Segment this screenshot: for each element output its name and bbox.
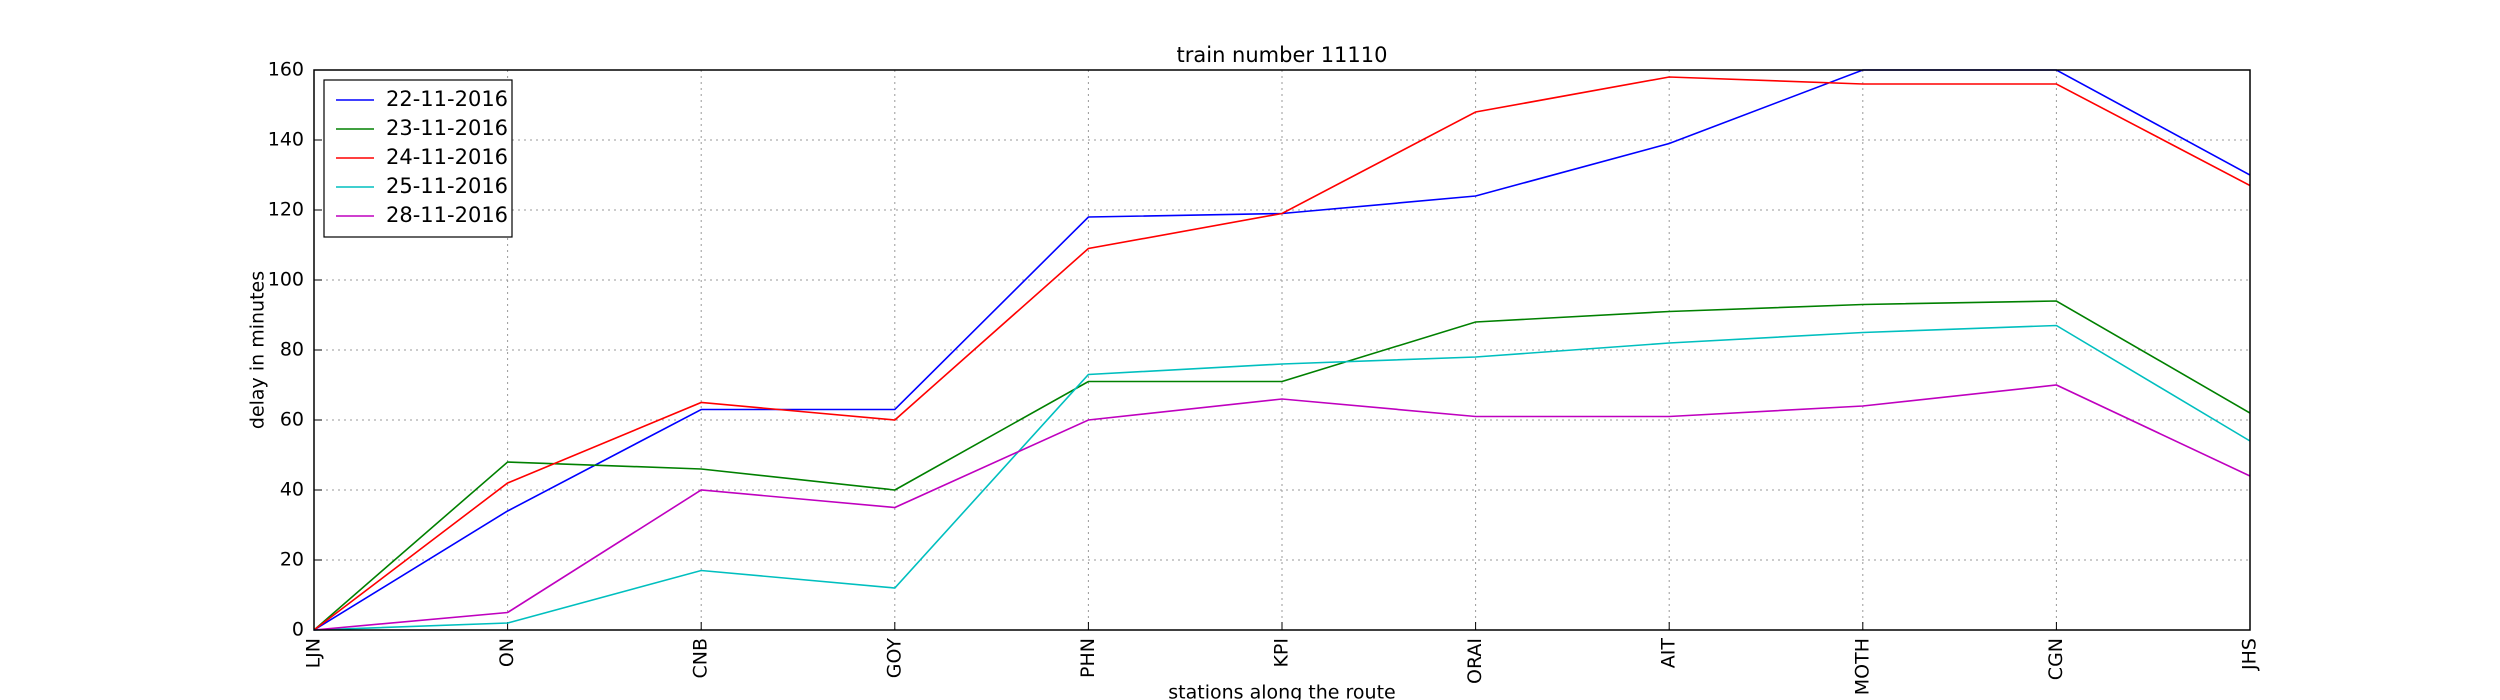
x-tick-label: AIT (1658, 638, 1680, 669)
y-tick-label: 40 (280, 479, 304, 501)
y-tick-label: 100 (268, 269, 304, 291)
x-tick-label: GOY (883, 638, 905, 679)
y-tick-label: 160 (268, 59, 304, 81)
line-series (314, 300, 2250, 631)
line-series (314, 324, 2250, 631)
line-series (314, 76, 2250, 631)
legend-label: 25-11-2016 (386, 174, 508, 198)
x-axis-label: stations along the route (1168, 682, 1395, 700)
x-tick-label: KPI (1271, 638, 1293, 668)
x-tick-label: PHN (1077, 638, 1099, 678)
x-tick-label: LJN (303, 638, 325, 668)
x-tick-label: MOTH (1851, 638, 1873, 695)
y-tick-label: 60 (280, 409, 304, 431)
x-tick-label: JHS (2239, 638, 2261, 671)
legend-label: 24-11-2016 (386, 145, 508, 169)
legend-label: 22-11-2016 (386, 87, 508, 111)
x-tick-label: ORAI (1464, 638, 1486, 684)
y-axis-label: delay in minutes (247, 271, 269, 429)
legend-label: 28-11-2016 (386, 203, 508, 227)
line-series (314, 384, 2250, 631)
chart-title: train number 11110 (1177, 43, 1388, 67)
y-tick-label: 20 (280, 549, 304, 571)
plot-frame (313, 69, 2251, 631)
y-tick-label: 140 (268, 129, 304, 151)
y-tick-label: 80 (280, 339, 304, 361)
x-tick-label: CNB (690, 638, 712, 679)
legend-label: 23-11-2016 (386, 116, 508, 140)
y-tick-label: 0 (292, 619, 304, 641)
y-tick-label: 120 (268, 199, 304, 221)
x-tick-label: CGN (2045, 638, 2067, 680)
x-tick-label: ON (496, 638, 518, 667)
